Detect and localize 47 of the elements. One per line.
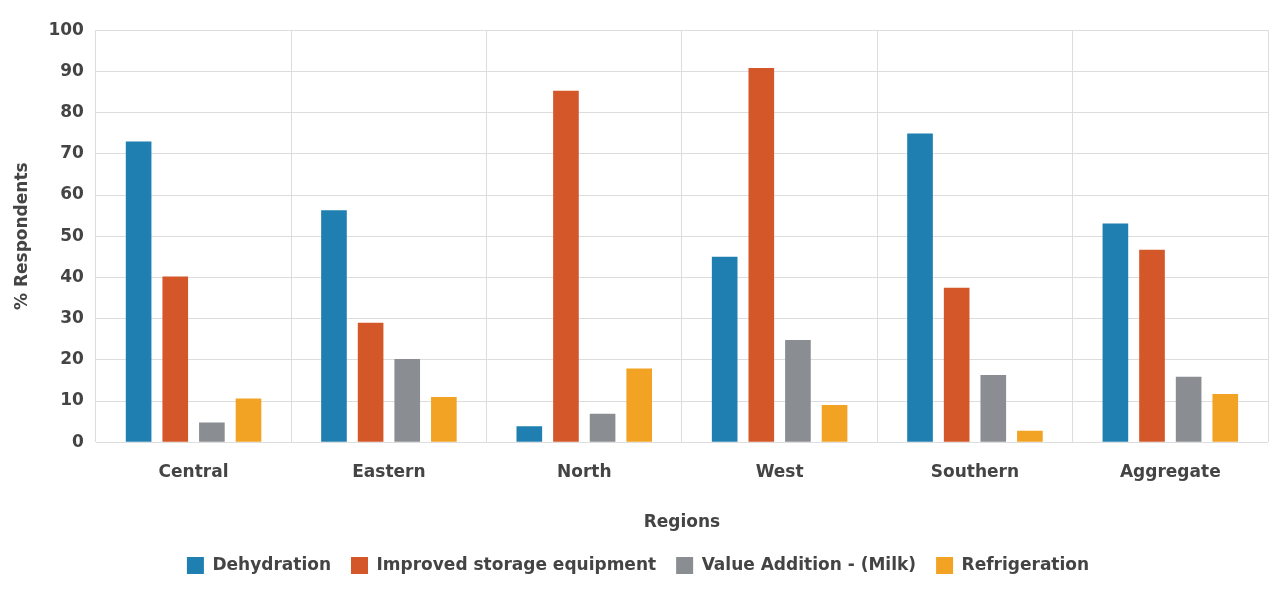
- y-tick-label: 80: [60, 101, 85, 122]
- bar: [711, 256, 738, 442]
- y-tick-label: 70: [60, 142, 85, 163]
- legend-label: Refrigeration: [961, 553, 1090, 574]
- bar: [907, 133, 933, 442]
- bar: [821, 405, 848, 442]
- bar: [589, 413, 616, 442]
- y-tick-label: 50: [60, 224, 85, 245]
- x-tick-label: Aggregate: [1119, 460, 1221, 481]
- y-tick-label: 90: [60, 59, 85, 80]
- x-tick-label: West: [755, 460, 804, 481]
- bar: [357, 322, 384, 442]
- legend-label: Improved storage equipment: [376, 553, 657, 574]
- bar: [1102, 223, 1129, 442]
- y-tick-label: 60: [60, 183, 85, 204]
- y-tick-label: 10: [60, 389, 85, 410]
- bar: [943, 287, 970, 442]
- bar: [162, 276, 189, 442]
- legend-label: Value Addition - (Milk): [701, 553, 917, 574]
- x-tick-label: Central: [158, 460, 229, 481]
- bar: [748, 68, 775, 442]
- bar: [1139, 249, 1165, 442]
- bar: [235, 398, 262, 442]
- x-tick-label: Southern: [930, 460, 1020, 481]
- bar: [1017, 430, 1043, 442]
- bar: [199, 422, 225, 442]
- bar: [626, 368, 653, 442]
- y-tick-label: 30: [60, 307, 85, 328]
- bar: [394, 358, 421, 442]
- y-tick-label: 0: [72, 430, 85, 451]
- legend-label: Dehydration: [212, 553, 331, 574]
- bar: [516, 426, 543, 442]
- bar: [125, 141, 152, 442]
- x-tick-label: North: [557, 460, 612, 481]
- bar: [785, 340, 811, 442]
- y-axis-title: % Respondents: [10, 162, 31, 311]
- bar: [553, 90, 579, 442]
- bar: [980, 375, 1007, 442]
- bar: [431, 396, 457, 442]
- x-tick-label: Eastern: [352, 460, 426, 481]
- bar: [1175, 376, 1202, 442]
- y-tick-label: 20: [60, 348, 85, 369]
- y-tick-label: 100: [48, 18, 85, 39]
- y-tick-label: 40: [60, 265, 85, 286]
- bar: [1212, 394, 1239, 442]
- bar: [321, 210, 347, 442]
- x-axis-title: Regions: [643, 511, 721, 532]
